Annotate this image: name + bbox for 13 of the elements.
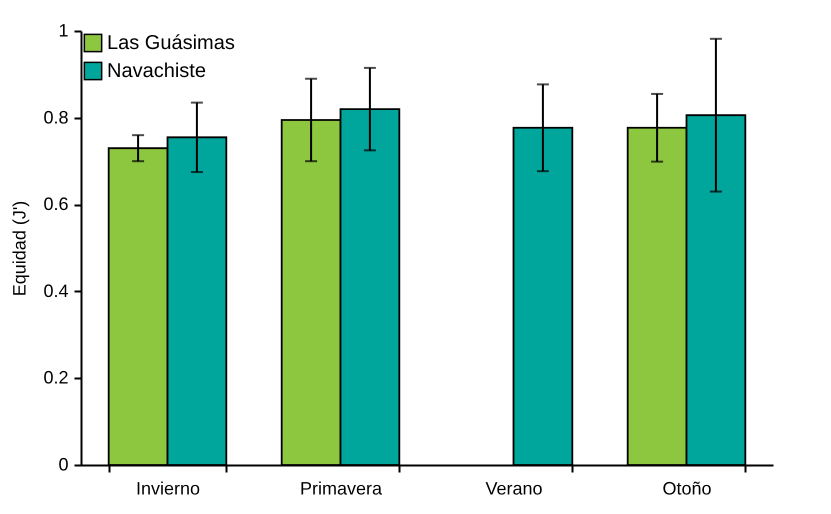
y-tick-label: 0.6	[43, 194, 68, 214]
y-tick-label: 0.2	[43, 368, 68, 388]
y-tick-label: 0.8	[43, 107, 68, 128]
y-axis-title: Equidad (J')	[9, 200, 30, 296]
legend-label: Las Guásimas	[107, 32, 235, 54]
x-tick-label: Verano	[485, 478, 543, 498]
legend-label: Navachiste	[107, 60, 206, 82]
y-tick-label: 0.4	[43, 280, 68, 301]
y-tick-label: 1	[58, 20, 68, 40]
x-tick-label: Otoño	[662, 478, 712, 498]
y-tick-label: 0	[58, 454, 68, 474]
x-tick-label: Primavera	[300, 478, 383, 498]
x-tick-label: Invierno	[136, 478, 200, 498]
